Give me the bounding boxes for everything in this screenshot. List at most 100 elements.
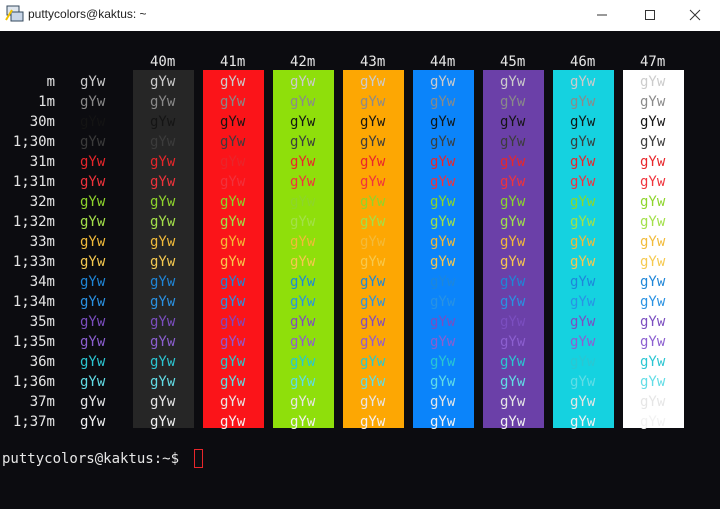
maximize-button[interactable]	[645, 10, 655, 20]
sample-cell: gYw	[290, 254, 316, 270]
sample-cell: gYw	[150, 394, 176, 410]
sample-cell: gYw	[360, 334, 386, 350]
sample-cell: gYw	[360, 254, 386, 270]
sample-cell: gYw	[80, 234, 106, 250]
sample-cell: gYw	[220, 394, 246, 410]
sample-cell: gYw	[430, 274, 456, 290]
row-label: 1;30m	[13, 134, 55, 150]
sample-cell: gYw	[220, 234, 246, 250]
sample-cell: gYw	[640, 74, 666, 90]
sample-cell: gYw	[430, 94, 456, 110]
sample-cell: gYw	[640, 394, 666, 410]
sample-cell: gYw	[220, 294, 246, 310]
sample-cell: gYw	[220, 134, 246, 150]
sample-cell: gYw	[570, 74, 596, 90]
sample-cell: gYw	[220, 254, 246, 270]
sample-cell: gYw	[430, 154, 456, 170]
row-label: 1;35m	[13, 334, 55, 350]
column-header: 42m	[290, 54, 315, 70]
background-column	[203, 70, 264, 428]
sample-cell: gYw	[80, 174, 106, 190]
sample-cell: gYw	[570, 334, 596, 350]
sample-cell: gYw	[570, 234, 596, 250]
sample-cell: gYw	[430, 194, 456, 210]
sample-cell: gYw	[150, 114, 176, 130]
sample-cell: gYw	[570, 94, 596, 110]
background-column	[133, 70, 194, 428]
sample-cell: gYw	[80, 94, 106, 110]
sample-cell: gYw	[430, 314, 456, 330]
sample-cell: gYw	[290, 314, 316, 330]
sample-cell: gYw	[640, 214, 666, 230]
sample-cell: gYw	[430, 294, 456, 310]
sample-cell: gYw	[360, 94, 386, 110]
sample-cell: gYw	[640, 314, 666, 330]
sample-cell: gYw	[640, 194, 666, 210]
sample-cell: gYw	[80, 354, 106, 370]
row-label: 1m	[38, 94, 55, 110]
sample-cell: gYw	[290, 154, 316, 170]
sample-cell: gYw	[640, 234, 666, 250]
row-label: 1;33m	[13, 254, 55, 270]
sample-cell: gYw	[290, 234, 316, 250]
close-button[interactable]	[689, 9, 701, 21]
row-label: 36m	[30, 354, 55, 370]
sample-cell: gYw	[570, 414, 596, 430]
sample-cell: gYw	[220, 414, 246, 430]
sample-cell: gYw	[500, 174, 526, 190]
sample-cell: gYw	[80, 154, 106, 170]
sample-cell: gYw	[80, 254, 106, 270]
sample-cell: gYw	[570, 174, 596, 190]
sample-cell: gYw	[290, 114, 316, 130]
sample-cell: gYw	[150, 354, 176, 370]
sample-cell: gYw	[640, 334, 666, 350]
sample-cell: gYw	[430, 174, 456, 190]
sample-cell: gYw	[150, 154, 176, 170]
sample-cell: gYw	[150, 414, 176, 430]
row-label: 1;32m	[13, 214, 55, 230]
sample-cell: gYw	[500, 414, 526, 430]
sample-cell: gYw	[290, 374, 316, 390]
column-header: 47m	[640, 54, 665, 70]
sample-cell: gYw	[570, 114, 596, 130]
row-label: 37m	[30, 394, 55, 410]
sample-cell: gYw	[80, 334, 106, 350]
column-header: 45m	[500, 54, 525, 70]
sample-cell: gYw	[570, 374, 596, 390]
sample-cell: gYw	[430, 74, 456, 90]
background-column	[413, 70, 474, 428]
sample-cell: gYw	[570, 274, 596, 290]
row-label: 31m	[30, 154, 55, 170]
row-label: 34m	[30, 274, 55, 290]
sample-cell: gYw	[430, 394, 456, 410]
sample-cell: gYw	[500, 314, 526, 330]
sample-cell: gYw	[80, 414, 106, 430]
sample-cell: gYw	[80, 394, 106, 410]
sample-cell: gYw	[220, 94, 246, 110]
sample-cell: gYw	[360, 74, 386, 90]
sample-cell: gYw	[500, 154, 526, 170]
sample-cell: gYw	[500, 214, 526, 230]
sample-cell: gYw	[290, 414, 316, 430]
column-header: 40m	[150, 54, 175, 70]
sample-cell: gYw	[150, 274, 176, 290]
sample-cell: gYw	[570, 134, 596, 150]
sample-cell: gYw	[290, 354, 316, 370]
sample-cell: gYw	[640, 174, 666, 190]
column-header: 43m	[360, 54, 385, 70]
sample-cell: gYw	[150, 314, 176, 330]
sample-cell: gYw	[80, 74, 106, 90]
sample-cell: gYw	[360, 234, 386, 250]
background-column	[553, 70, 614, 428]
sample-cell: gYw	[80, 194, 106, 210]
background-column	[483, 70, 544, 428]
sample-cell: gYw	[570, 154, 596, 170]
sample-cell: gYw	[220, 334, 246, 350]
row-label: 1;34m	[13, 294, 55, 310]
sample-cell: gYw	[360, 174, 386, 190]
sample-cell: gYw	[500, 134, 526, 150]
row-label: 35m	[30, 314, 55, 330]
sample-cell: gYw	[500, 94, 526, 110]
sample-cell: gYw	[150, 334, 176, 350]
